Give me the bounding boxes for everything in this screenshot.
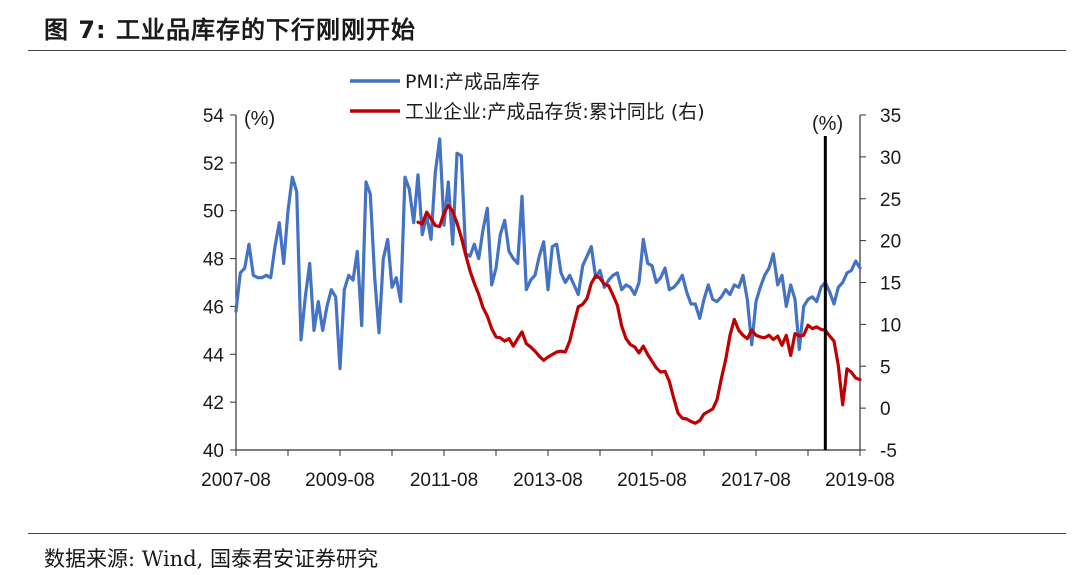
right-tick-label: 20: [880, 232, 901, 253]
left-tick-label: 52: [203, 154, 224, 175]
x-tick-label: 2017-08: [721, 470, 791, 491]
source-note: 数据来源: Wind, 国泰君安证券研究: [44, 547, 378, 571]
right-tick-label: 0: [880, 399, 891, 420]
left-tick-label: 40: [203, 441, 224, 462]
legend: PMI:产成品库存 工业企业:产成品存货:累计同比 (右): [350, 71, 705, 123]
left-tick-label: 54: [203, 106, 225, 127]
left-tick-label: 44: [203, 345, 225, 366]
series-line-pmi: [234, 137, 862, 371]
left-axis-unit: (%): [244, 108, 275, 130]
legend-label-pmi: PMI:产成品库存: [405, 71, 540, 93]
right-tick-label: 5: [880, 357, 891, 378]
x-tick-label: 2007-08: [201, 470, 271, 491]
right-tick-label: 30: [880, 148, 901, 169]
x-tick-label: 2011-08: [410, 470, 478, 491]
right-axis-unit: (%): [812, 113, 843, 135]
x-tick-label: 2009-08: [305, 470, 375, 491]
x-tick-label: 2013-08: [513, 470, 583, 491]
legend-label-inventory: 工业企业:产成品存货:累计同比 (右): [405, 101, 705, 123]
left-tick-label: 50: [203, 202, 224, 223]
series-layer: [234, 136, 862, 450]
right-tick-label: 15: [880, 274, 901, 295]
left-tick-label: 48: [203, 250, 224, 271]
figure-title: 图 7: 工业品库存的下行刚刚开始: [44, 16, 417, 44]
x-tick-label: 2015-08: [617, 470, 687, 491]
left-tick-label: 46: [203, 297, 224, 318]
footer-divider: [28, 533, 1066, 534]
right-tick-label: 10: [880, 315, 901, 336]
title-divider: [28, 50, 1066, 51]
right-tick-label: -5: [880, 441, 897, 462]
x-tick-label: 2019-08: [825, 470, 895, 491]
series-line-inventory: [416, 203, 862, 425]
left-tick-label: 42: [203, 393, 224, 414]
axes-layer: 40 42 44 46 48 50 52 54 -5 0 5 10 15 20 25 30 35 2007-08 2…: [201, 106, 901, 491]
right-tick-label: 25: [880, 190, 901, 211]
right-tick-label: 35: [880, 106, 901, 127]
